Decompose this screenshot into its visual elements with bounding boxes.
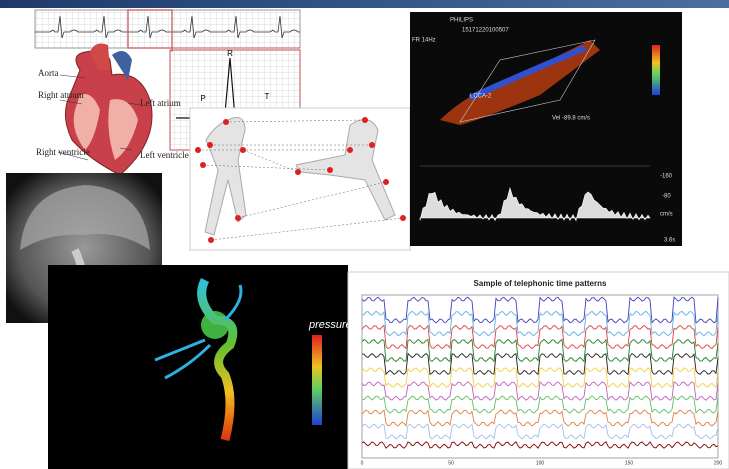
landmark [295,169,301,175]
landmark [369,142,375,148]
x-tick-label: 100 [536,460,545,466]
heart-label: Left ventricle [140,150,189,160]
ecg-label: P [200,94,205,103]
landmark [383,179,389,185]
page: R P T Aorta Right atrium Left atrium Rig… [0,0,729,469]
landmark [207,142,213,148]
landmark [362,117,368,123]
ecg-label: T [265,92,270,101]
x-tick-label: 150 [625,460,634,466]
scale-label: -80 [662,194,671,200]
landmark [240,147,246,153]
heart-label: Aorta [38,68,59,78]
landmark [223,119,229,125]
top-band [0,0,729,8]
landmark [200,162,206,168]
time-label: 3.6s [664,238,675,244]
collage: R P T Aorta Right atrium Left atrium Rig… [0,0,729,469]
pressure-scale [312,335,322,425]
heart-label: Right ventricle [36,147,90,157]
vessel-label: LCCA-2 [470,94,492,100]
ecg-strip [35,10,300,48]
landmark [400,215,406,221]
pressure-label: pressure [308,319,352,331]
color-scale [652,45,660,95]
brand: PHILIPS [450,18,473,24]
velocity: Vel -89.8 cm/s [552,116,590,122]
landmark [235,215,241,221]
chart-title: Sample of telephonic time patterns [474,279,607,288]
scale-label: -160 [660,174,673,180]
x-tick-label: 0 [361,460,364,466]
frame-rate: FR 14Hz [412,38,436,44]
x-tick-label: 200 [714,460,723,466]
landmark [195,147,201,153]
study-id: 15171220100507 [462,28,509,34]
heart-label: Right atrium [38,90,84,100]
landmark [208,237,214,243]
heart-label: Left atrium [140,98,181,108]
landmark [327,167,333,173]
scale-label: cm/s [660,212,673,218]
landmark [347,147,353,153]
x-tick-label: 50 [448,460,454,466]
ecg-label: R [227,49,233,58]
